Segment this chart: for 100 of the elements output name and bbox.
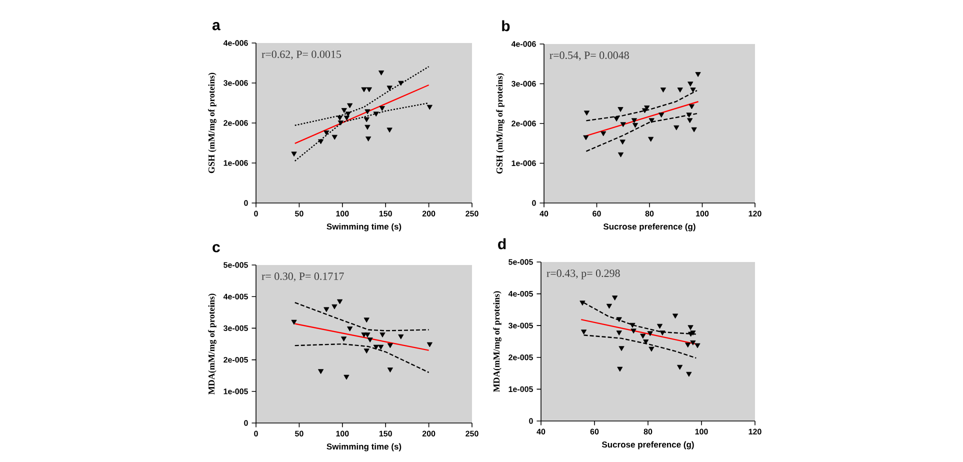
- point: [606, 304, 612, 309]
- y-tick-label: 4e-005: [508, 290, 533, 297]
- x-tick-label: 80: [645, 210, 654, 216]
- point: [344, 116, 350, 121]
- point: [640, 334, 646, 339]
- point: [291, 320, 297, 325]
- point: [347, 103, 353, 108]
- y-tick-label: 5e-005: [508, 259, 533, 265]
- x-tick-label: 60: [590, 428, 599, 434]
- point: [688, 325, 694, 330]
- point: [656, 324, 663, 329]
- y-tick-label: 0: [244, 420, 248, 426]
- point: [643, 339, 649, 344]
- point: [687, 118, 693, 124]
- point: [584, 110, 590, 116]
- point: [618, 152, 624, 158]
- x-tick-label: 100: [336, 210, 349, 216]
- y-tick-label: 1e-005: [508, 386, 533, 392]
- point: [581, 330, 587, 335]
- point: [378, 70, 384, 76]
- point: [658, 112, 664, 118]
- point: [616, 330, 622, 336]
- point: [332, 304, 338, 310]
- point: [364, 332, 370, 338]
- point: [341, 108, 347, 113]
- y-axis-title: MDA(mM/mg of proteins): [208, 294, 216, 394]
- point: [688, 82, 694, 87]
- point: [614, 116, 620, 122]
- line-series: [294, 66, 430, 126]
- chart-title: b: [502, 20, 510, 32]
- point: [690, 88, 696, 93]
- point: [691, 127, 697, 132]
- point: [647, 331, 653, 336]
- annotation: r=0.54, P= 0.0048: [550, 52, 629, 61]
- point: [337, 299, 343, 304]
- x-tick-label: 150: [379, 430, 392, 436]
- point: [686, 112, 692, 118]
- point: [620, 140, 626, 145]
- y-axis-title: MDA(mM/mg of proteins): [493, 291, 502, 392]
- x-tick-label: 120: [748, 428, 762, 434]
- x-tick-label: 100: [695, 428, 708, 434]
- x-tick-label: 250: [466, 430, 478, 436]
- point: [344, 374, 350, 380]
- point: [387, 368, 393, 372]
- point: [616, 317, 622, 322]
- x-tick-label: 200: [422, 430, 436, 436]
- y-tick-label: 3e-005: [508, 322, 533, 328]
- point: [672, 314, 678, 319]
- point: [677, 88, 683, 93]
- point: [373, 112, 379, 117]
- point: [620, 122, 626, 128]
- point: [632, 122, 638, 128]
- x-tick-label: 100: [696, 210, 709, 216]
- x-tick-label: 50: [295, 430, 304, 436]
- point: [618, 107, 624, 112]
- point: [660, 330, 666, 336]
- point: [366, 87, 372, 92]
- point: [612, 296, 618, 300]
- point: [318, 139, 324, 144]
- point: [648, 118, 654, 124]
- point: [318, 369, 324, 374]
- point: [364, 318, 370, 323]
- point: [378, 344, 384, 350]
- y-tick-label: 3e-005: [223, 325, 248, 332]
- point: [686, 372, 692, 377]
- point: [618, 346, 624, 352]
- y-tick-label: 2e-005: [508, 354, 533, 360]
- line-series: [586, 112, 698, 152]
- x-tick-label: 120: [748, 210, 762, 216]
- x-tick-label: 150: [379, 210, 392, 216]
- point: [337, 116, 343, 121]
- chart-title: d: [498, 238, 506, 250]
- x-tick-label: 200: [422, 210, 436, 216]
- y-tick-label: 0: [529, 418, 533, 424]
- point: [364, 117, 370, 122]
- point: [648, 136, 654, 142]
- x-axis-title: Sucrose preference (g): [602, 441, 694, 450]
- point: [379, 106, 385, 111]
- x-tick-label: 0: [254, 430, 258, 436]
- y-tick-label: 4e-006: [511, 41, 536, 47]
- annotation: r=0.62, P= 0.0015: [262, 50, 342, 60]
- x-tick-label: 100: [336, 430, 349, 436]
- y-tick-label: 1e-006: [224, 160, 248, 166]
- y-axis-title: GSH (mM/mg of proteins): [208, 72, 216, 174]
- point: [694, 343, 700, 348]
- point: [332, 134, 338, 140]
- point: [386, 86, 392, 91]
- y-tick-label: 3e-006: [511, 80, 536, 87]
- point: [347, 326, 353, 332]
- annotation: r=0.43, p= 0.298: [546, 270, 620, 280]
- x-tick-label: 40: [536, 428, 546, 434]
- point: [677, 364, 683, 370]
- x-tick-label: 50: [295, 210, 304, 216]
- point: [580, 300, 586, 306]
- point: [364, 348, 370, 354]
- x-tick-label: 0: [254, 210, 258, 216]
- point: [644, 105, 650, 110]
- point: [338, 120, 344, 126]
- point: [690, 340, 696, 346]
- point: [291, 152, 297, 157]
